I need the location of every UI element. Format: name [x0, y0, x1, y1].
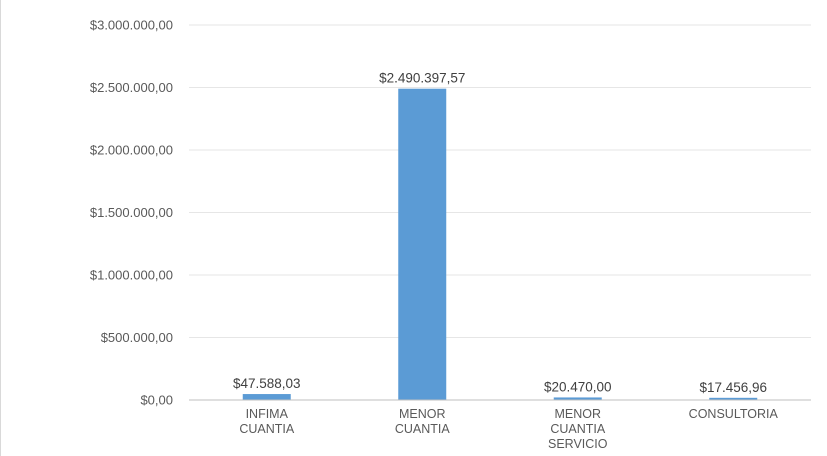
y-tick-label: $2.500.000,00 [90, 80, 173, 95]
y-tick-label: $0,00 [140, 393, 173, 408]
y-tick-label: $1.000.000,00 [90, 268, 173, 283]
category-label-line: CONSULTORIA [689, 407, 779, 421]
data-label: $20.470,00 [544, 379, 612, 394]
category-label-line: CUANTIA [550, 422, 606, 436]
bar [398, 88, 447, 400]
gridlines [189, 24, 811, 338]
bar [242, 394, 291, 400]
y-axis-tick-labels: $0,00 $500.000,00 $1.000.000,00 $1.500.000,… [90, 18, 173, 408]
category-label-line: INFIMA [246, 407, 289, 421]
data-label: $17.456,96 [699, 380, 767, 395]
bar [553, 397, 602, 400]
data-label: $47.588,03 [233, 376, 301, 391]
y-tick-label: $500.000,00 [101, 330, 173, 345]
category-label-line: MENOR [399, 407, 446, 421]
category-label-line: CUANTIA [239, 422, 295, 436]
category-label: MENOR CUANTIA SERVICIO [548, 407, 608, 451]
y-tick-label: $3.000.000,00 [90, 18, 173, 33]
category-label: MENOR CUANTIA [395, 407, 451, 436]
y-tick-label: $2.000.000,00 [90, 143, 173, 158]
y-tick-label: $1.500.000,00 [90, 205, 173, 220]
category-label: CONSULTORIA [689, 407, 779, 421]
data-label: $2.490.397,57 [379, 71, 465, 86]
category-label: INFIMA CUANTIA [239, 407, 295, 436]
data-labels: $47.588,03 $2.490.397,57 $20.470,00 $17.456… [233, 71, 767, 395]
category-label-line: CUANTIA [395, 422, 451, 436]
bar [709, 397, 758, 400]
category-label-line: MENOR [554, 407, 601, 421]
category-label-line: SERVICIO [548, 437, 608, 451]
bars [242, 88, 758, 400]
